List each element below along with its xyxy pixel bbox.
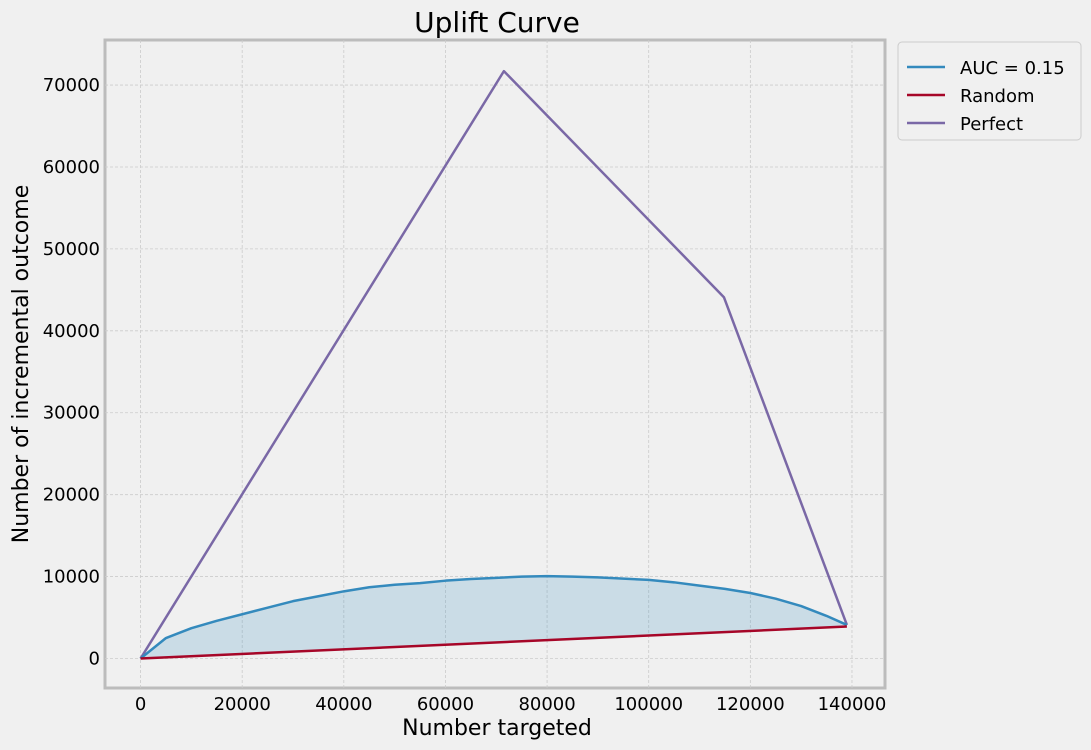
legend-label-auc: AUC = 0.15 <box>960 58 1065 79</box>
y-tick-label: 60000 <box>43 157 100 178</box>
y-tick-label: 50000 <box>43 239 100 260</box>
chart-title: Uplift Curve <box>414 6 580 39</box>
x-tick-label: 140000 <box>818 694 887 715</box>
x-axis-label: Number targeted <box>402 716 592 741</box>
legend-label-perfect: Perfect <box>960 114 1023 135</box>
y-tick-label: 40000 <box>43 321 100 342</box>
x-tick-label: 60000 <box>417 694 474 715</box>
legend: AUC = 0.15 Random Perfect <box>897 41 1082 141</box>
y-tick-label: 30000 <box>43 403 100 424</box>
x-tick-label: 80000 <box>518 694 575 715</box>
legend-label-random: Random <box>960 86 1035 107</box>
x-tick-label: 0 <box>135 694 146 715</box>
x-tick-labels: 0 20000 40000 60000 80000 100000 120000 140000 <box>135 694 886 715</box>
x-tick-label: 40000 <box>315 694 372 715</box>
plot-area <box>103 38 887 690</box>
y-tick-label: 20000 <box>43 485 100 506</box>
x-tick-label: 100000 <box>614 694 683 715</box>
series-line-random <box>140 625 847 660</box>
series-line-auc-0-15 <box>139 574 848 660</box>
y-tick-labels: 0 10000 20000 30000 40000 50000 60000 70000 <box>43 75 100 669</box>
y-tick-label: 0 <box>89 649 100 670</box>
x-tick-label: 120000 <box>716 694 785 715</box>
y-tick-label: 70000 <box>43 75 100 96</box>
y-tick-label: 10000 <box>43 567 100 588</box>
grid-lines <box>105 40 885 688</box>
series-lines <box>139 69 849 660</box>
y-axis-label: Number of incremental outcome <box>9 185 34 544</box>
series-line-perfect <box>139 69 849 660</box>
x-tick-label: 20000 <box>214 694 271 715</box>
